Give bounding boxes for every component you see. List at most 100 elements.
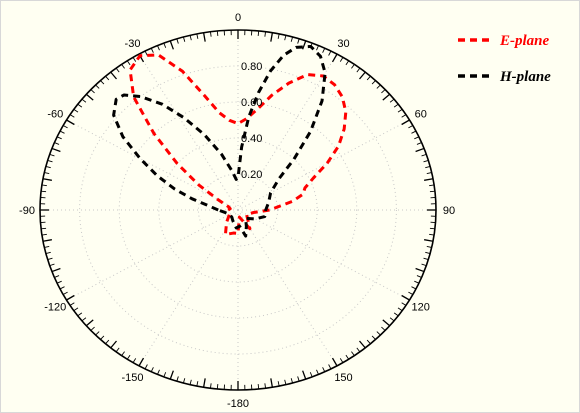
minor-tick — [49, 153, 55, 157]
major-tick — [382, 93, 391, 101]
minor-tick — [397, 108, 403, 113]
minor-tick — [62, 291, 68, 295]
minor-tick — [423, 257, 429, 261]
minor-tick — [416, 142, 422, 145]
minor-tick — [182, 378, 186, 384]
minor-tick — [429, 190, 435, 193]
minor-tick — [41, 227, 47, 230]
grid-spoke — [237, 209, 410, 301]
minor-tick — [54, 275, 60, 278]
minor-tick — [132, 358, 137, 363]
minor-tick — [209, 31, 212, 37]
grid-layer — [40, 30, 436, 390]
minor-tick — [257, 383, 260, 390]
minor-tick — [351, 64, 355, 69]
minor-tick — [393, 312, 399, 317]
minor-tick — [144, 364, 148, 370]
minor-tick — [182, 36, 186, 42]
minor-tick — [216, 30, 219, 37]
minor-tick — [47, 257, 53, 261]
minor-tick — [144, 50, 148, 56]
major-tick — [401, 294, 410, 301]
minor-tick — [176, 38, 179, 44]
major-tick — [358, 71, 366, 80]
minor-tick — [264, 383, 267, 389]
minor-tick — [322, 48, 326, 53]
minor-tick — [216, 383, 219, 390]
minor-tick — [49, 263, 55, 267]
radial-tick-label: 0.20 — [241, 169, 262, 181]
minor-tick — [423, 159, 429, 163]
minor-tick — [389, 317, 395, 322]
minor-tick — [345, 60, 350, 66]
minor-tick — [189, 379, 192, 385]
minor-tick — [328, 364, 332, 370]
minor-tick — [73, 108, 79, 113]
angle-tick-label: -90 — [19, 205, 35, 217]
minor-tick — [408, 125, 414, 129]
radial-tick-label: 0.80 — [241, 61, 262, 73]
minor-tick — [132, 57, 137, 62]
minor-tick — [376, 84, 381, 89]
minor-tick — [100, 80, 105, 85]
angle-tick-label: 30 — [337, 38, 349, 50]
major-tick — [415, 147, 425, 153]
minor-tick — [429, 184, 435, 187]
minor-tick — [414, 136, 420, 140]
major-tick — [169, 370, 174, 380]
major-tick — [202, 378, 206, 388]
major-tick — [415, 267, 425, 273]
series-line-h-plane — [112, 44, 327, 238]
minor-tick — [339, 358, 344, 363]
minor-tick — [297, 376, 300, 382]
minor-tick — [77, 103, 83, 108]
minor-tick — [290, 378, 294, 384]
legend-label-e-plane: E-plane — [499, 33, 550, 49]
minor-tick — [393, 103, 399, 108]
major-tick — [302, 40, 307, 50]
minor-tick — [54, 142, 60, 145]
grid-circle — [197, 173, 279, 247]
minor-tick — [356, 67, 361, 73]
angle-tick-label: -120 — [44, 302, 66, 314]
minor-tick — [189, 35, 192, 41]
minor-tick — [429, 227, 435, 230]
major-tick — [42, 239, 52, 242]
minor-tick — [121, 351, 125, 356]
minor-tick — [81, 98, 87, 103]
minor-tick — [196, 381, 199, 387]
minor-tick — [264, 31, 267, 37]
major-tick — [85, 93, 94, 101]
minor-tick — [56, 136, 62, 140]
minor-tick — [115, 67, 120, 73]
minor-tick — [425, 166, 431, 169]
radial-tick-label: 0.60 — [241, 97, 262, 109]
minor-tick — [429, 233, 435, 236]
grid-spoke — [138, 53, 239, 211]
minor-tick — [81, 317, 87, 322]
minor-tick — [401, 114, 407, 118]
minor-tick — [411, 286, 417, 290]
minor-tick — [59, 130, 65, 134]
minor-tick — [209, 383, 212, 389]
major-tick — [302, 370, 307, 380]
major-tick — [358, 340, 366, 349]
series-layer — [112, 44, 348, 238]
minor-tick — [339, 57, 344, 62]
minor-tick — [371, 80, 376, 85]
minor-tick — [115, 347, 120, 353]
minor-tick — [411, 130, 417, 134]
minor-tick — [421, 263, 427, 267]
minor-tick — [41, 233, 47, 236]
major-tick — [42, 178, 52, 181]
minor-tick — [381, 326, 386, 331]
major-tick — [110, 340, 118, 349]
minor-tick — [371, 335, 376, 340]
minor-tick — [163, 42, 167, 48]
major-tick — [138, 357, 145, 367]
minor-tick — [150, 367, 154, 372]
minor-tick — [196, 33, 199, 39]
major-tick — [270, 378, 274, 388]
minor-tick — [150, 48, 154, 53]
